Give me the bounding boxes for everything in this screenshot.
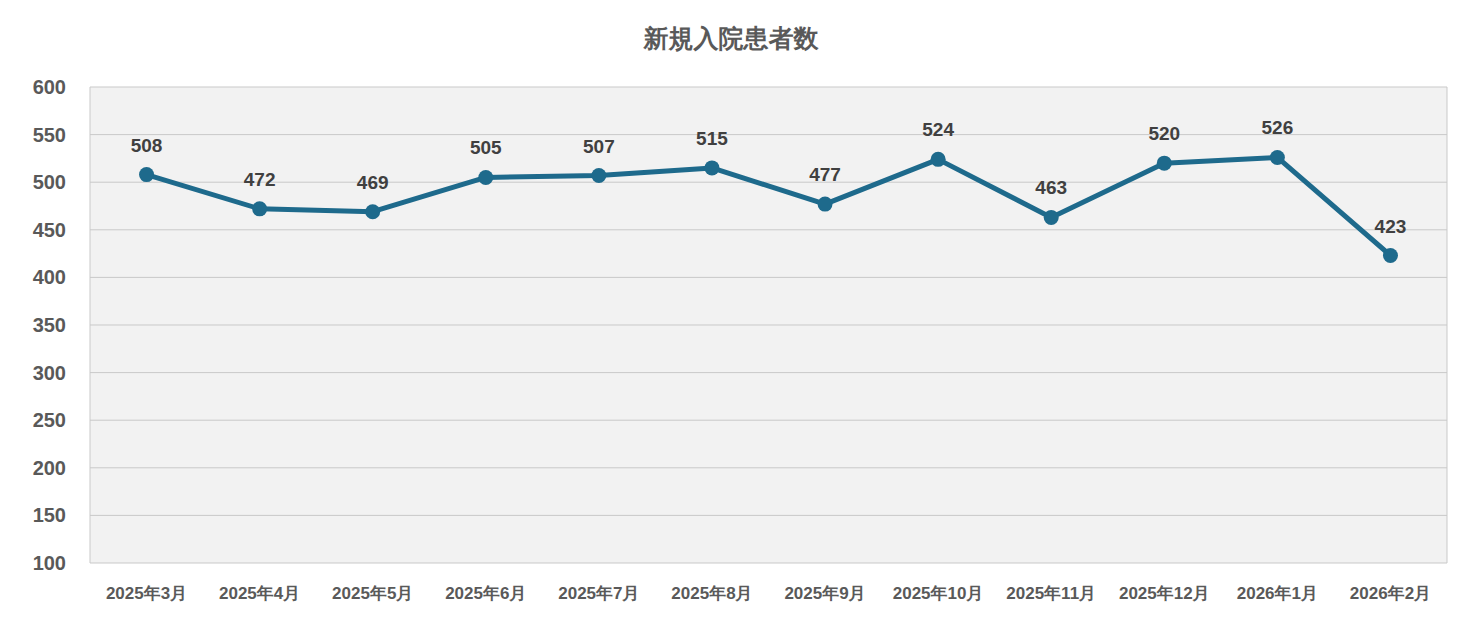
x-axis-tick-label: 2025年12月	[1119, 584, 1210, 603]
y-axis-tick-label: 600	[33, 76, 66, 98]
y-axis-tick-label: 300	[33, 362, 66, 384]
data-point-label: 477	[809, 164, 841, 185]
data-point-label: 515	[696, 128, 728, 149]
data-point-marker	[1270, 150, 1285, 165]
data-point-marker	[818, 197, 833, 212]
chart-title: 新規入院患者数	[643, 24, 820, 52]
y-axis-tick-label: 500	[33, 171, 66, 193]
y-axis-tick-label: 200	[33, 457, 66, 479]
x-axis-tick-label: 2025年8月	[671, 584, 752, 603]
data-point-label: 526	[1262, 117, 1294, 138]
x-axis-tick-label: 2025年7月	[558, 584, 639, 603]
y-axis-tick-label: 250	[33, 409, 66, 431]
data-point-marker	[1157, 156, 1172, 171]
y-axis-tick-label: 350	[33, 314, 66, 336]
y-axis-tick-label: 100	[33, 552, 66, 574]
y-axis-tick-label: 550	[33, 124, 66, 146]
chart-container: 新規入院患者数 100 150 200 250 300 350 400 450 500 550 60…	[0, 0, 1462, 630]
x-axis-tick-label: 2025年10月	[893, 584, 984, 603]
y-axis-tick-label: 400	[33, 266, 66, 288]
data-point-label: 508	[131, 135, 163, 156]
x-axis-tick-label: 2025年4月	[219, 584, 300, 603]
data-point-label: 423	[1375, 216, 1407, 237]
data-point-label: 505	[470, 137, 502, 158]
data-point-marker	[139, 167, 154, 182]
plot-layer: 100 150 200 250 300 350 400 450 500 550 600 2025年3月…	[33, 76, 1447, 603]
data-point-label: 463	[1035, 177, 1067, 198]
x-axis-tick-label: 2026年1月	[1237, 584, 1318, 603]
x-axis-tick-label: 2026年2月	[1350, 584, 1431, 603]
data-point-marker	[1383, 248, 1398, 263]
y-axis-tick-label: 450	[33, 219, 66, 241]
y-axis-tick-label: 150	[33, 504, 66, 526]
data-point-label: 469	[357, 172, 389, 193]
data-point-marker	[931, 152, 946, 167]
x-axis-tick-label: 2025年9月	[784, 584, 865, 603]
data-point-marker	[365, 204, 380, 219]
x-axis-tick-label: 2025年5月	[332, 584, 413, 603]
x-axis-tick-label: 2025年6月	[445, 584, 526, 603]
data-point-marker	[591, 168, 606, 183]
data-point-marker	[704, 160, 719, 175]
data-point-label: 524	[922, 119, 954, 140]
line-chart-svg: 新規入院患者数 100 150 200 250 300 350 400 450 500 550 60…	[0, 0, 1462, 630]
data-point-marker	[252, 201, 267, 216]
data-point-marker	[1044, 210, 1059, 225]
data-point-label: 472	[244, 169, 276, 190]
x-axis-tick-label: 2025年3月	[106, 584, 187, 603]
data-point-marker	[478, 170, 493, 185]
data-point-label: 520	[1148, 123, 1180, 144]
x-axis-tick-label: 2025年11月	[1006, 584, 1096, 603]
data-point-label: 507	[583, 136, 615, 157]
